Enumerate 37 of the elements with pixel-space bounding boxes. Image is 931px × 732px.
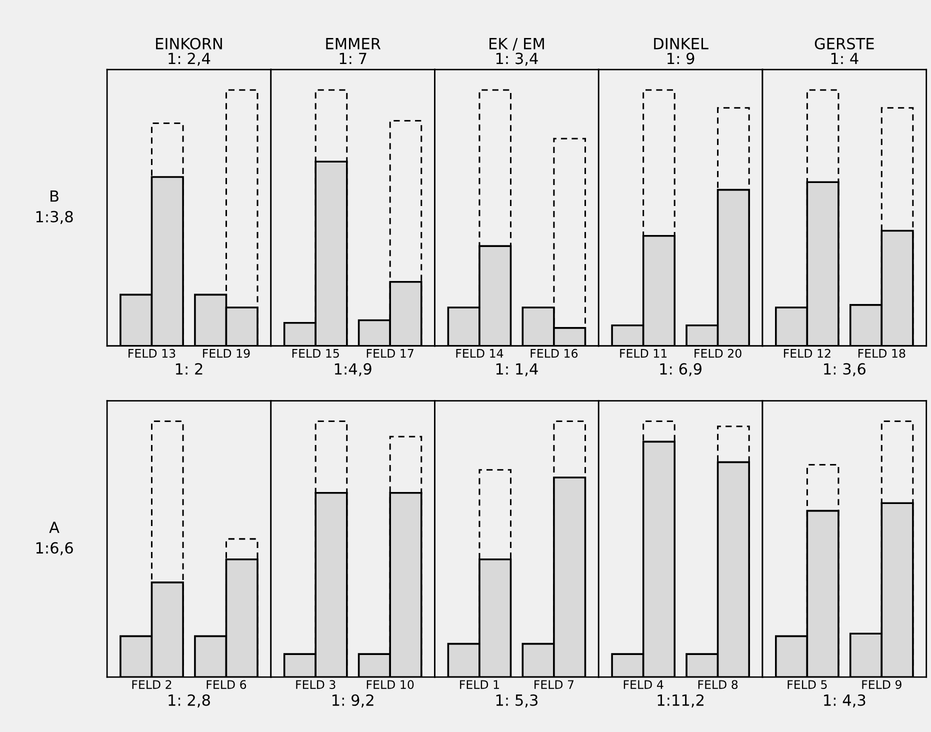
x-tick-label: FELD 18 [858,348,906,358]
x-axis-title: 1: 9,2 [332,694,374,708]
x-tick-label: FELD 7 [534,680,574,689]
x-tick-label: FELD 12 [784,348,830,358]
chart-title: EK / EM 1: 3,4 [490,38,544,66]
x-axis-title: 1: 4,3 [824,694,866,708]
x-tick-label: FELD 9 [862,680,902,690]
x-tick-label: FELD 6 [206,680,246,690]
x-axis-title: 1: 2,8 [168,694,210,708]
x-tick-label: FELD 3 [296,680,336,690]
y-axis-title: A 1:6,6 [36,522,73,556]
x-axis-title: 1: 5,3 [496,694,538,708]
x-tick-label: FELD 20 [694,348,742,358]
x-tick-label: FELD 17 [366,349,414,358]
x-tick-label: FELD 5 [788,680,827,690]
x-tick-label: FELD 1 [460,680,499,689]
x-axis-title: 1:11,2 [658,694,704,708]
x-axis-title: 1: 1,4 [496,363,538,376]
x-tick-label: FELD 2 [132,680,172,689]
x-axis-title: 1:4,9 [334,363,372,376]
chart-title: GERSTE 1: 4 [814,38,874,64]
x-tick-label: FELD 4 [624,680,664,689]
x-axis-title: 1: 6,9 [660,363,702,376]
x-axis-title: 1: 2 [176,363,202,374]
x-tick-label: FELD 8 [698,680,738,690]
chart-title: EMMER 1: 7 [326,38,381,64]
chart-title: DINKEL 1: 9 [654,38,708,64]
x-tick-label: FELD 16 [530,348,578,358]
x-tick-label: FELD 19 [203,348,250,358]
x-tick-label: FELD 14 [456,349,504,358]
x-tick-label: FELD 10 [366,680,414,690]
x-axis-title: 1: 3,6 [824,363,866,376]
x-tick-label: FELD 13 [128,348,176,358]
y-axis-title: B 1:3,8 [36,190,73,224]
x-tick-label: FELD 11 [620,349,667,358]
x-tick-label: FELD 15 [292,349,339,358]
chart-title: EINKORN 1: 2,4 [156,38,222,66]
